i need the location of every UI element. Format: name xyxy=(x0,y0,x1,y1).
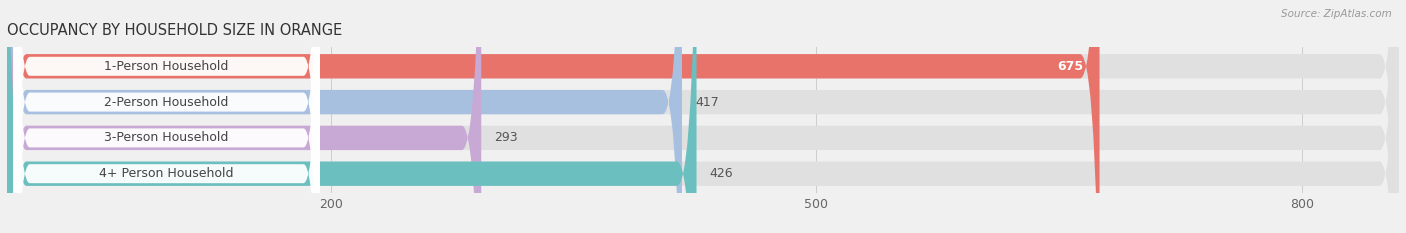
Text: 293: 293 xyxy=(495,131,517,144)
Text: 417: 417 xyxy=(695,96,718,109)
Text: 2-Person Household: 2-Person Household xyxy=(104,96,229,109)
Text: 426: 426 xyxy=(710,167,733,180)
FancyBboxPatch shape xyxy=(14,0,319,233)
FancyBboxPatch shape xyxy=(7,0,1399,233)
FancyBboxPatch shape xyxy=(14,0,319,233)
Text: Source: ZipAtlas.com: Source: ZipAtlas.com xyxy=(1281,9,1392,19)
Text: 3-Person Household: 3-Person Household xyxy=(104,131,229,144)
Text: 4+ Person Household: 4+ Person Household xyxy=(100,167,233,180)
FancyBboxPatch shape xyxy=(7,0,1099,233)
FancyBboxPatch shape xyxy=(14,0,319,233)
FancyBboxPatch shape xyxy=(7,0,682,233)
Text: OCCUPANCY BY HOUSEHOLD SIZE IN ORANGE: OCCUPANCY BY HOUSEHOLD SIZE IN ORANGE xyxy=(7,24,342,38)
FancyBboxPatch shape xyxy=(7,0,1399,233)
FancyBboxPatch shape xyxy=(14,0,319,233)
Text: 1-Person Household: 1-Person Household xyxy=(104,60,229,73)
FancyBboxPatch shape xyxy=(7,0,1399,233)
FancyBboxPatch shape xyxy=(7,0,696,233)
Text: 675: 675 xyxy=(1057,60,1084,73)
FancyBboxPatch shape xyxy=(7,0,481,233)
FancyBboxPatch shape xyxy=(7,0,1399,233)
